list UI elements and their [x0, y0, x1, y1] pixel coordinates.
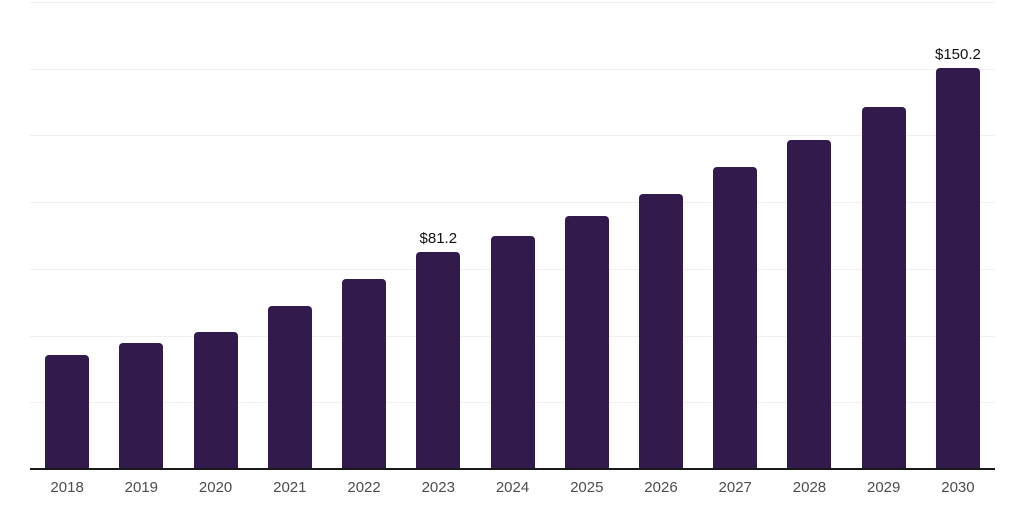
bar-column-2020: [178, 2, 252, 469]
bar-2027: [713, 166, 758, 469]
x-tick-label-2018: 2018: [50, 479, 84, 496]
bar-2026: [638, 193, 683, 469]
gridline-125: [30, 135, 995, 137]
bar-column-2021: [253, 2, 327, 469]
x-axis-labels: 2018 2019 2020 2021 2022 2023 2024 2025 2026 2027…: [30, 479, 995, 496]
bar-column-2025: [550, 2, 624, 469]
bar-column-2029: [847, 2, 921, 469]
x-tick-label-2020: 2020: [198, 479, 233, 496]
bar-2022: [342, 278, 387, 469]
bar-2023: $81.2: [416, 230, 461, 469]
x-tick-label-2025: 2025: [570, 479, 604, 496]
x-tick-label-2024: 2024: [495, 479, 530, 496]
bar-column-2024: [475, 2, 549, 469]
bar-column-2022: [327, 2, 401, 469]
value-label-2030: $150.2: [934, 46, 981, 64]
bar-2021: [267, 305, 312, 469]
value-label-2023: $81.2: [419, 230, 458, 248]
bar-column-2019: [104, 2, 178, 469]
bar-2024: [490, 235, 535, 469]
bar-2028: [787, 139, 832, 469]
bar-column-2023: $81.2: [401, 2, 475, 469]
x-tick-label-2019: 2019: [124, 479, 159, 496]
bar-column-2030: $150.2: [921, 2, 995, 469]
bar-2030: $150.2: [935, 46, 981, 469]
x-tick-label-2023: 2023: [421, 479, 455, 496]
plot-area: $81.2 $150.2: [30, 2, 995, 470]
gridline-150: [30, 68, 995, 70]
bar-2019: [119, 342, 164, 469]
x-tick-label-2022: 2022: [347, 479, 381, 496]
bar-column-2028: [772, 2, 846, 469]
bar-2020: [193, 331, 238, 469]
bar-column-2018: [30, 2, 104, 469]
x-tick-label-2029: 2029: [867, 479, 901, 496]
x-axis-line: [30, 468, 995, 470]
bar-column-2027: [698, 2, 772, 469]
bar-column-2026: [624, 2, 698, 469]
bar-2025: [564, 215, 609, 469]
x-tick-label-2030: 2030: [941, 479, 975, 496]
gridline-100: [30, 202, 995, 204]
x-tick-label-2026: 2026: [644, 479, 678, 496]
bar-2029: [861, 106, 906, 469]
x-tick-label-2028: 2028: [792, 479, 827, 496]
x-tick-label-2021: 2021: [273, 479, 307, 496]
bar-2018: [45, 355, 90, 469]
gridline-175: [30, 2, 995, 3]
bars-container: $81.2 $150.2: [30, 2, 995, 469]
x-tick-label-2027: 2027: [718, 479, 752, 496]
